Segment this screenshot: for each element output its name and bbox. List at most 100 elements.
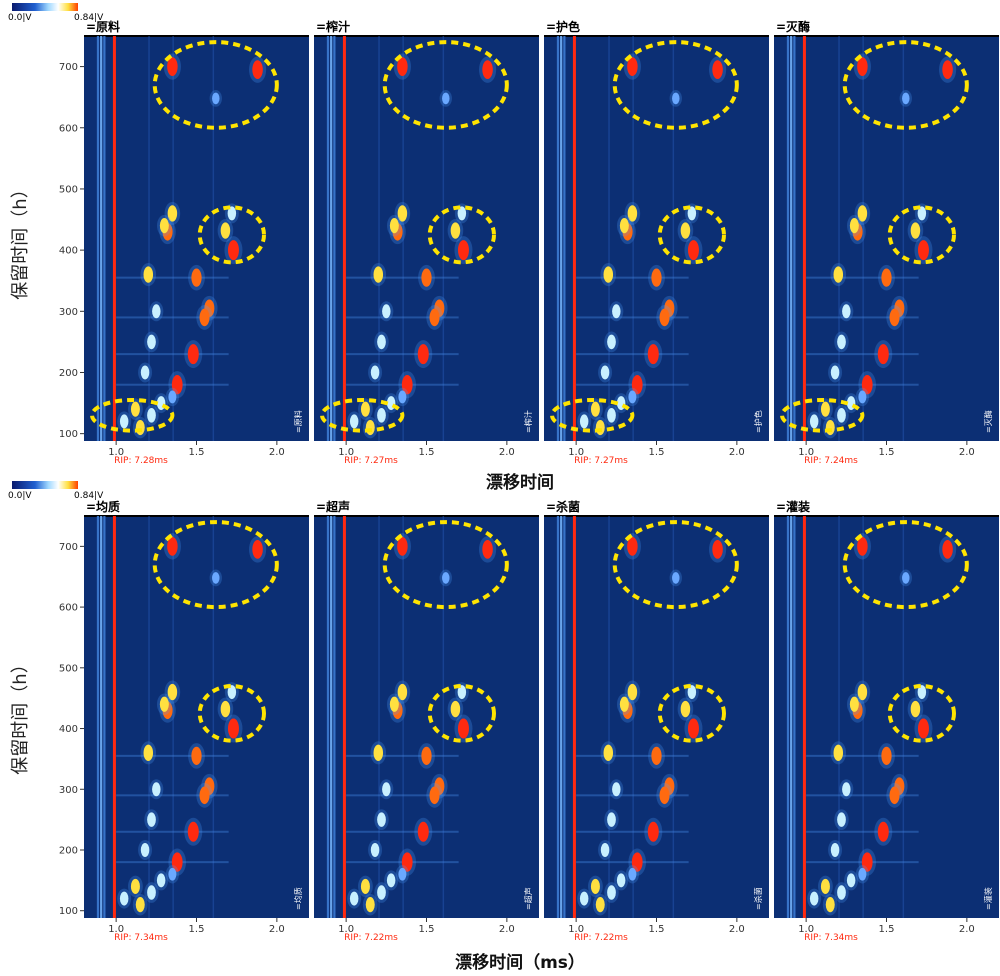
x-tick-label: 1.0 — [108, 924, 124, 935]
highlight-circle — [197, 684, 267, 743]
peak-spot — [830, 842, 840, 857]
background-streak — [100, 36, 103, 441]
peak-spot — [147, 885, 156, 900]
highlight-circle — [550, 398, 635, 433]
highlight-circle — [90, 398, 175, 433]
peak-spot — [135, 897, 145, 913]
peak-spot — [227, 718, 239, 739]
peak-spot — [377, 408, 386, 423]
peak-spot — [631, 852, 643, 872]
peak-spot — [858, 390, 867, 404]
peak-spot — [627, 683, 638, 701]
panel-side-label: =超声 — [523, 887, 533, 910]
peak-spot — [651, 746, 662, 765]
peak-spot — [386, 873, 396, 888]
panel-side-label: =榨汁 — [523, 410, 533, 433]
peak-spot — [159, 218, 169, 234]
x-tick-label: 1.0 — [338, 447, 354, 458]
x-tick-label: 2.0 — [499, 447, 515, 458]
peak-spot — [579, 414, 589, 429]
background-streak — [632, 36, 634, 441]
rip-line — [802, 516, 806, 918]
rip-line — [572, 516, 576, 918]
x-tick-label: 1.5 — [189, 447, 205, 458]
highlight-circle — [842, 520, 969, 610]
peak-spot — [612, 304, 621, 319]
horizontal-trail — [576, 353, 689, 356]
x-tick-label: 1.5 — [189, 924, 205, 935]
peak-spot — [917, 685, 927, 700]
x-tick-label: 2.0 — [729, 447, 745, 458]
peak-spot — [837, 408, 846, 423]
background-streak — [148, 36, 150, 441]
peak-spot — [917, 240, 929, 261]
background-streak — [330, 36, 333, 441]
colorbar-min-label: 0.0|V — [8, 13, 32, 23]
peak-spot — [147, 812, 156, 827]
peak-spot — [171, 375, 183, 395]
background-streak — [378, 36, 380, 441]
horizontal-trail — [116, 754, 229, 757]
peak-spot — [680, 700, 691, 718]
background-streak — [902, 516, 905, 918]
rip-line — [112, 516, 116, 918]
peak-spot — [417, 821, 429, 842]
horizontal-trail — [806, 830, 919, 833]
peak-spot — [382, 304, 391, 319]
peak-spot — [135, 419, 145, 436]
peak-spot — [837, 812, 846, 827]
peak-spot — [147, 408, 156, 423]
peak-spot — [227, 240, 239, 261]
peak-spot — [442, 572, 450, 584]
peak-spot — [607, 885, 616, 900]
peak-spot — [849, 696, 859, 712]
peak-spot — [631, 375, 643, 395]
background-streak — [902, 36, 905, 441]
peak-spot — [672, 572, 680, 584]
peak-spot — [842, 782, 851, 797]
peak-spot — [659, 308, 670, 327]
highlight-circle — [842, 40, 969, 130]
panel-title: =超声 — [316, 499, 350, 514]
background-streak — [148, 516, 150, 918]
peak-spot — [651, 268, 662, 287]
peak-spot — [152, 304, 161, 319]
peak-spot — [595, 897, 605, 913]
panel-background — [774, 36, 999, 441]
horizontal-trail — [116, 316, 229, 319]
x-tick-label: 2.0 — [959, 924, 975, 935]
panel-side-label: =护色 — [753, 410, 763, 433]
peak-spot — [370, 365, 380, 380]
peak-spot — [881, 268, 892, 287]
peak-spot — [457, 240, 469, 261]
peak-spot — [687, 685, 697, 700]
peak-spot — [421, 746, 432, 765]
y-tick-label: 600 — [59, 123, 78, 134]
y-tick-label: 100 — [59, 906, 78, 917]
peak-spot — [830, 365, 840, 380]
horizontal-trail — [346, 276, 459, 279]
x-tick-label: 1.0 — [568, 447, 584, 458]
x-tick-label: 2.0 — [269, 924, 285, 935]
rip-label: RIP: 7.27ms — [344, 456, 398, 466]
peak-spot — [389, 218, 399, 234]
peak-spot — [191, 746, 202, 765]
background-streak — [402, 516, 404, 918]
x-axis-title-row1: 漂移时间 — [486, 472, 554, 493]
panel-background — [544, 516, 769, 918]
peak-spot — [857, 205, 868, 222]
panel-side-label: =原料 — [293, 410, 303, 433]
background-streak — [326, 36, 330, 441]
background-streak — [862, 516, 864, 918]
horizontal-trail — [576, 316, 689, 319]
peak-spot — [377, 334, 386, 350]
peak-spot — [397, 536, 408, 556]
peak-spot — [397, 205, 408, 222]
highlight-circle — [152, 40, 279, 130]
peak-spot — [370, 842, 380, 857]
peak-spot — [252, 539, 263, 559]
horizontal-trail — [346, 830, 459, 833]
x-tick-label: 1.0 — [798, 924, 814, 935]
heatmap-panel: 1.0 1.5 2.0 =榨汁 =榨汁 RIP: 7.27ms — [314, 19, 539, 466]
background-streak — [103, 516, 106, 918]
